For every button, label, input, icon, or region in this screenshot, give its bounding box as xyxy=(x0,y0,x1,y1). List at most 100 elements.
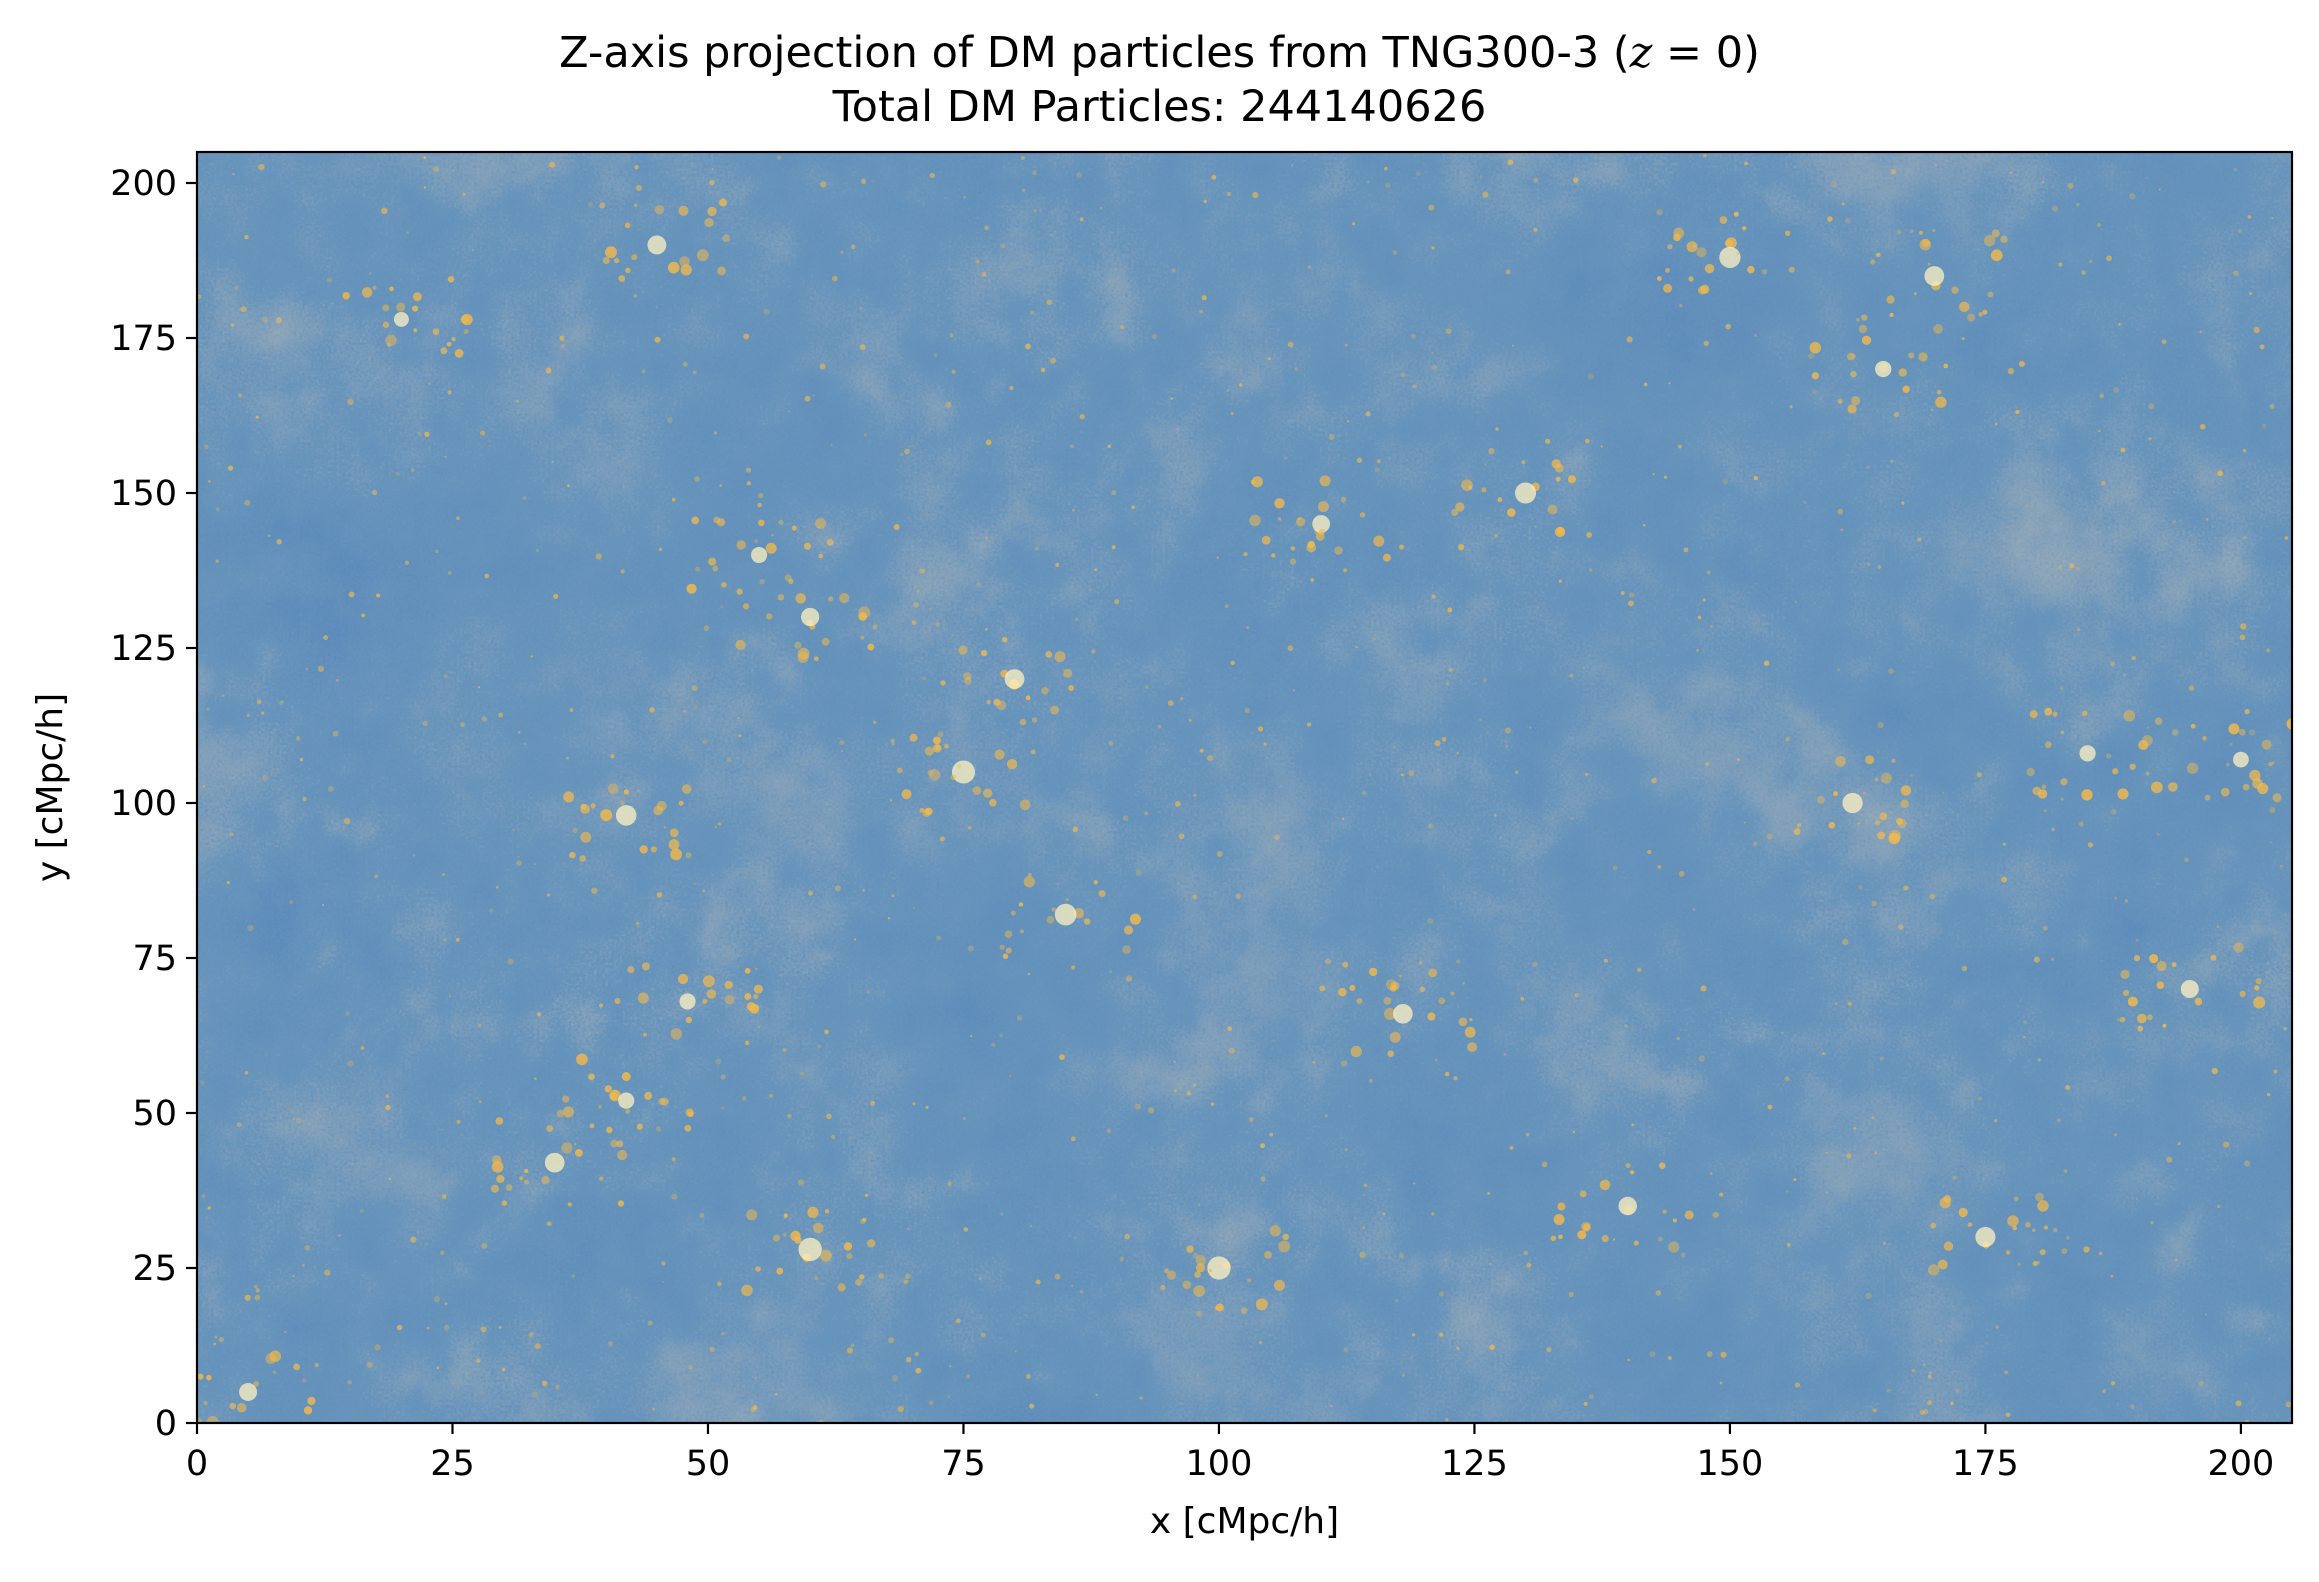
halo-point xyxy=(742,603,750,610)
field-point xyxy=(476,1358,481,1363)
halo-point xyxy=(778,520,784,526)
field-point xyxy=(667,417,673,423)
halo-point xyxy=(1186,1245,1194,1253)
field-point xyxy=(2271,761,2275,765)
halo-point xyxy=(1261,535,1271,545)
field-point xyxy=(859,1218,866,1225)
field-point xyxy=(919,568,925,574)
field-point xyxy=(2083,1246,2090,1253)
field-point xyxy=(656,892,663,898)
field-point xyxy=(754,967,758,971)
field-point xyxy=(699,1213,705,1218)
halo-point xyxy=(1837,398,1843,404)
halo-point xyxy=(2254,985,2260,991)
field-point xyxy=(963,196,966,199)
field-point xyxy=(348,591,355,598)
field-point xyxy=(404,560,410,565)
field-point xyxy=(1208,1268,1213,1273)
halo-point xyxy=(1577,1230,1587,1240)
halo-point xyxy=(2238,728,2246,736)
field-point xyxy=(2124,899,2129,903)
field-point xyxy=(2017,1262,2021,1266)
field-point xyxy=(1612,1238,1616,1241)
field-point xyxy=(530,655,533,658)
field-point xyxy=(1858,885,1863,890)
field-point xyxy=(443,673,449,679)
field-point xyxy=(984,628,988,631)
field-point xyxy=(214,1335,218,1339)
field-point xyxy=(1356,997,1363,1004)
field-point xyxy=(1736,251,1740,255)
heatmap-texture xyxy=(197,152,2292,1423)
halo-point xyxy=(788,578,794,584)
field-point xyxy=(831,275,838,282)
field-point xyxy=(244,1070,249,1075)
halo-point xyxy=(680,264,692,276)
halo-point xyxy=(1557,1202,1566,1211)
halo-point xyxy=(1019,718,1027,726)
field-point xyxy=(2004,1370,2009,1375)
halo-point xyxy=(2044,741,2052,749)
field-point xyxy=(759,578,765,585)
field-point xyxy=(1193,793,1197,797)
field-point xyxy=(1603,958,1608,963)
halo-point xyxy=(1019,929,1024,934)
field-point xyxy=(1719,1381,1723,1385)
field-point xyxy=(1000,243,1006,249)
field-point xyxy=(1046,299,1053,305)
halo-point xyxy=(606,1126,613,1134)
field-point xyxy=(253,1381,260,1387)
field-point xyxy=(244,234,249,240)
field-point xyxy=(635,921,640,926)
halo-point xyxy=(1350,1045,1362,1058)
field-point xyxy=(1822,1052,1826,1056)
halo-point xyxy=(860,635,865,640)
halo-point xyxy=(1833,791,1838,796)
halo-point xyxy=(1273,1279,1285,1291)
field-point xyxy=(1267,357,1271,361)
field-point xyxy=(1368,1078,1373,1083)
field-point xyxy=(1571,817,1574,820)
field-point xyxy=(435,549,439,554)
field-point xyxy=(1525,1132,1530,1137)
field-point xyxy=(560,344,565,348)
field-point xyxy=(662,1280,665,1283)
field-point xyxy=(598,1104,602,1109)
halo-point xyxy=(2041,784,2047,790)
field-point xyxy=(455,937,460,942)
halo-point xyxy=(1194,1271,1201,1278)
field-point xyxy=(326,277,332,283)
field-point xyxy=(2135,938,2139,942)
field-point xyxy=(1896,229,1902,235)
halo-point xyxy=(604,1085,612,1093)
field-point xyxy=(1657,864,1662,869)
field-point xyxy=(456,516,460,521)
field-point xyxy=(1736,757,1740,762)
field-point xyxy=(1546,1347,1552,1353)
field-point xyxy=(1663,475,1668,479)
halo-point xyxy=(803,542,811,550)
halo-point xyxy=(342,292,350,300)
field-point xyxy=(737,717,740,720)
field-point xyxy=(1870,259,1876,265)
field-point xyxy=(1710,1172,1713,1175)
field-point xyxy=(1545,438,1551,444)
field-point xyxy=(213,1342,217,1346)
field-point xyxy=(215,559,219,563)
halo-point xyxy=(944,743,949,749)
field-point xyxy=(1456,1346,1460,1350)
field-point xyxy=(980,1332,986,1338)
halo-core xyxy=(1719,246,1741,269)
field-point xyxy=(591,887,598,894)
field-point xyxy=(2237,228,2242,233)
field-point xyxy=(244,1294,251,1301)
field-point xyxy=(1392,250,1398,255)
halo-point xyxy=(2156,981,2165,989)
field-point xyxy=(2269,403,2275,409)
halo-point xyxy=(2162,1023,2167,1028)
field-point xyxy=(2065,1085,2071,1091)
field-point xyxy=(1888,668,1894,674)
halo-point xyxy=(1686,241,1698,253)
halo-point xyxy=(1006,758,1018,770)
field-point xyxy=(839,739,845,745)
